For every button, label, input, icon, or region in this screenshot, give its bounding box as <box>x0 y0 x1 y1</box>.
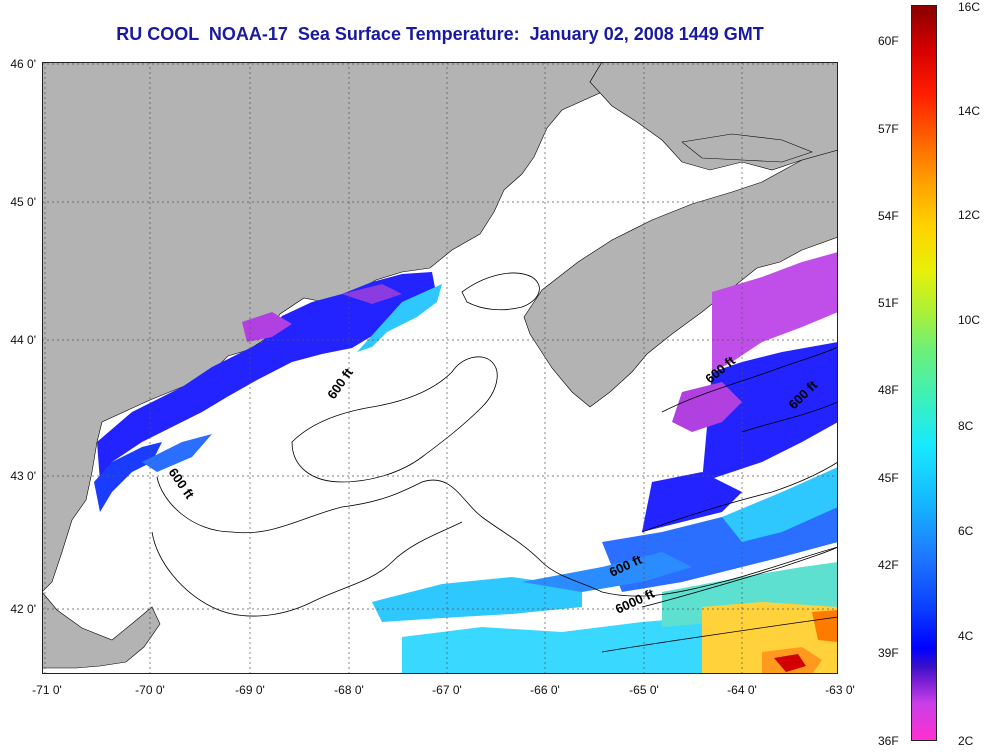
bathymetry-contours <box>151 272 838 653</box>
graticule <box>42 62 838 674</box>
colorbar-f-label: 42F <box>878 558 899 572</box>
temperature-colorbar <box>911 5 937 741</box>
land-cape-cod <box>42 591 161 669</box>
latitude-label: 42 0' <box>10 602 36 616</box>
longitude-label: -65 0' <box>629 683 659 697</box>
colorbar-c-label: 2C <box>958 734 974 748</box>
longitude-label: -67 0' <box>432 683 462 697</box>
colorbar-c-label: 4C <box>958 629 974 643</box>
sst-offshore <box>372 252 838 674</box>
sst-coastal-band <box>94 272 442 512</box>
colorbar-c-label: 10C <box>958 313 981 327</box>
longitude-label: -64 0' <box>727 683 757 697</box>
colorbar-f-label: 39F <box>878 646 899 660</box>
longitude-label: -66 0' <box>530 683 560 697</box>
colorbar-f-label: 51F <box>878 296 899 310</box>
colorbar-c-label: 14C <box>958 104 981 118</box>
latitude-label: 43 0' <box>10 469 36 483</box>
colorbar-c-label: 16C <box>958 0 981 14</box>
colorbar-f-label: 57F <box>878 122 899 136</box>
colorbar-f-label: 48F <box>878 383 899 397</box>
longitude-label: -71 0' <box>32 683 62 697</box>
colorbar-c-label: 6C <box>958 524 974 538</box>
colorbar-f-label: 54F <box>878 209 899 223</box>
land-new-england <box>42 62 603 593</box>
longitude-label: -69 0' <box>235 683 265 697</box>
sst-map: 600 ft 600 ft 600 ft 600 ft 600 ft 6000 … <box>42 62 838 674</box>
latitude-label: 45 0' <box>10 195 36 209</box>
colorbar-c-label: 8C <box>958 419 974 433</box>
longitude-label: -63 0' <box>825 683 855 697</box>
land-pei <box>681 133 813 163</box>
map-title: RU COOL NOAA-17 Sea Surface Temperature:… <box>116 24 764 44</box>
colorbar-c-label: 12C <box>958 208 981 222</box>
latitude-label: 46 0' <box>10 57 36 71</box>
latitude-label: 44 0' <box>10 333 36 347</box>
longitude-label: -70 0' <box>135 683 165 697</box>
colorbar-f-label: 45F <box>878 471 899 485</box>
longitude-label: -68 0' <box>334 683 364 697</box>
colorbar-f-label: 60F <box>878 34 899 48</box>
colorbar-f-label: 36F <box>878 734 899 748</box>
